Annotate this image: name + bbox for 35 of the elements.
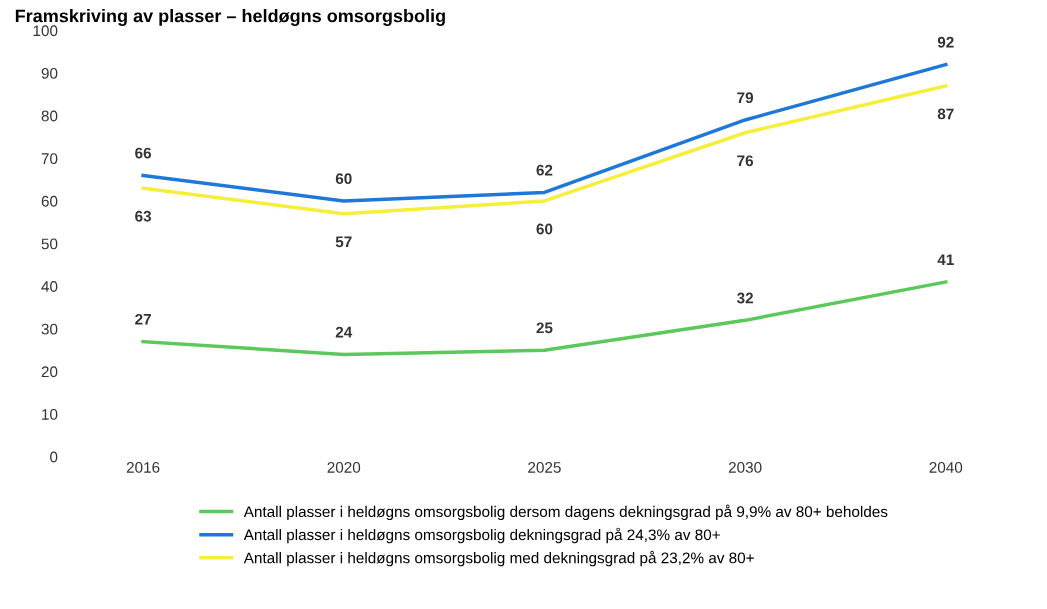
data-label: 76 bbox=[737, 155, 754, 167]
data-label: 27 bbox=[135, 313, 151, 325]
y-tick-label: 90 bbox=[41, 67, 58, 79]
chart-title: Framskriving av plasser – heldøgns omsorgsbolig bbox=[15, 9, 445, 26]
y-tick-label: 20 bbox=[41, 366, 58, 378]
data-label: 60 bbox=[335, 173, 352, 185]
data-label: 24 bbox=[335, 326, 353, 338]
data-label: 41 bbox=[937, 254, 954, 265]
data-label: 57 bbox=[335, 236, 352, 248]
data-label: 32 bbox=[736, 292, 753, 304]
y-tick-label: 100 bbox=[33, 25, 58, 37]
legend-label: Antall plasser i heldøgns omsorgsbolig med dekningsgrad på 23,2% av 80+ bbox=[243, 550, 754, 567]
x-tick-label: 2030 bbox=[728, 462, 762, 473]
y-tick-label: 40 bbox=[41, 281, 58, 292]
data-label: 79 bbox=[737, 92, 754, 104]
y-tick-label: 80 bbox=[41, 110, 58, 122]
x-tick-label: 2040 bbox=[929, 462, 963, 473]
y-tick-label: 10 bbox=[42, 408, 58, 420]
y-tick-label: 70 bbox=[41, 153, 58, 165]
data-label: 66 bbox=[135, 147, 152, 159]
y-tick-label: 60 bbox=[41, 195, 58, 207]
data-label: 60 bbox=[536, 223, 553, 235]
data-label: 25 bbox=[536, 322, 553, 334]
data-label: 92 bbox=[937, 36, 954, 48]
data-label: 63 bbox=[135, 210, 152, 222]
legend-label: Antall plasser i heldøgns omsorgsbolig dekningsgrad på 24,3% av 80+ bbox=[243, 527, 720, 544]
y-tick-label: 0 bbox=[50, 451, 58, 463]
x-tick-label: 2025 bbox=[528, 462, 561, 473]
x-tick-label: 2016 bbox=[126, 462, 160, 473]
y-tick-label: 30 bbox=[41, 323, 58, 335]
data-label: 87 bbox=[937, 108, 954, 120]
x-tick-label: 2020 bbox=[327, 462, 361, 473]
legend-label: Antall plasser i heldøgns omsorgsbolig dersom dagens dekningsgrad på 9,9% av 80+ beholdes bbox=[243, 504, 888, 521]
y-tick-label: 50 bbox=[41, 238, 58, 250]
data-label: 62 bbox=[536, 164, 553, 176]
